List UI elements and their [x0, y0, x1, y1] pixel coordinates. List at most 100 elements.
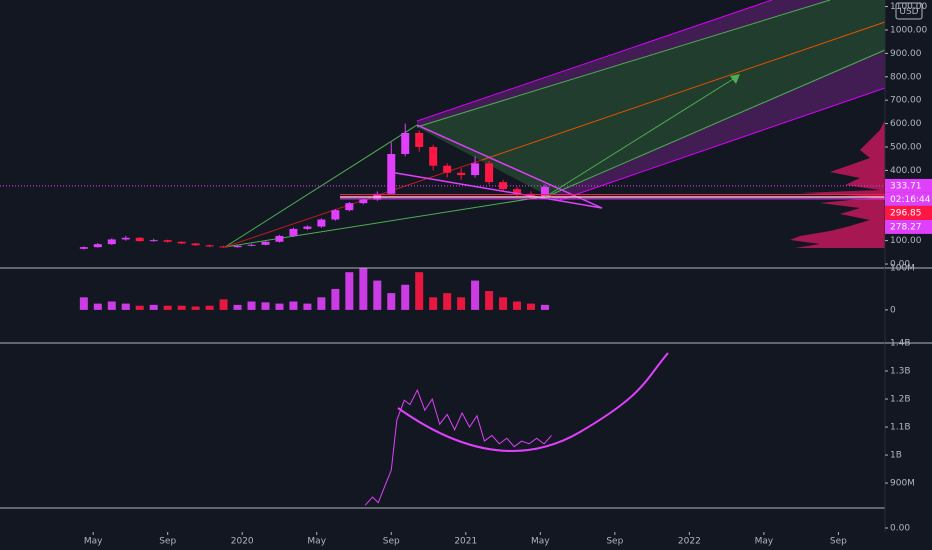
pitchfork-handle: [224, 195, 549, 248]
x-tick-label: May: [307, 537, 326, 547]
candle-body: [233, 245, 242, 248]
volume-bar: [513, 301, 522, 310]
y-tick-label: 400.00: [890, 166, 922, 176]
volume-bar: [429, 297, 438, 310]
target-arrow: [544, 75, 739, 198]
y-tick-label: 500.00: [890, 142, 922, 152]
volume-bar: [401, 284, 410, 310]
pitchfork-line: [547, 49, 886, 197]
level-label: 296.85: [890, 208, 922, 218]
candle-body: [135, 237, 144, 242]
candle-body: [485, 163, 494, 183]
x-tick-label: Sep: [159, 537, 176, 547]
pitchfork-line: [559, 87, 886, 201]
indicator-line: [364, 388, 552, 506]
y-tick-label: 700.00: [890, 96, 922, 106]
volume-bar: [275, 303, 284, 310]
candle-body: [79, 247, 88, 249]
y-tick-label: 0.00: [890, 524, 910, 534]
level-label: 278.27: [890, 222, 922, 232]
pitchfork: [224, 0, 886, 248]
x-tick-label: Sep: [830, 537, 847, 547]
y-tick-label: 900M: [890, 479, 915, 489]
marks: [79, 123, 552, 506]
volume-bar: [135, 305, 144, 310]
level-box: [885, 205, 932, 220]
volume-bar: [79, 297, 88, 310]
candle-body: [317, 219, 326, 227]
pitchfork-handle: [224, 159, 483, 248]
y-tick-label: 100.00: [890, 236, 922, 246]
pitchfork-median: [481, 21, 886, 161]
candle-body: [471, 163, 480, 176]
volume-bar: [205, 305, 214, 310]
candle-body: [429, 146, 438, 166]
y-tick-label: 0.00: [890, 260, 910, 270]
volume-bar: [359, 268, 368, 310]
currency-box[interactable]: [895, 2, 923, 20]
candle-body: [107, 239, 116, 245]
y-tick-label: 600.00: [890, 119, 922, 129]
y-tick-label: 900.00: [890, 49, 922, 59]
candle-body: [219, 246, 228, 248]
pitchfork-line: [416, 0, 773, 122]
volume-bar: [499, 297, 508, 310]
candle-body: [359, 199, 368, 204]
volume-bar: [233, 304, 242, 310]
y-tick-label: 1.3B: [890, 367, 911, 377]
candle-body: [163, 240, 172, 242]
x-tick-label: 2021: [454, 537, 477, 547]
y-tick-label: 100M: [890, 264, 915, 274]
volume-bar: [331, 288, 340, 310]
triangle-line: [389, 171, 603, 209]
x-tick-label: May: [84, 537, 103, 547]
candle-body: [387, 154, 396, 194]
candle-body: [149, 240, 158, 242]
y-tick-label: 1B: [890, 451, 902, 461]
y-tick-label: 1000.00: [890, 25, 927, 35]
x-tick-label: 2020: [231, 537, 254, 547]
candle-body: [93, 244, 102, 248]
y-tick-label: 1.1B: [890, 423, 911, 433]
last-price-box: [885, 178, 932, 193]
pitchfork-band: [548, 50, 885, 200]
candle-body: [303, 226, 312, 229]
volume-bar: [177, 305, 186, 310]
candle-body: [289, 228, 298, 236]
volume-bar: [387, 293, 396, 310]
candle-body: [331, 210, 340, 220]
volume-bar: [457, 297, 466, 310]
volume-bar: [345, 272, 354, 310]
candle-body: [177, 241, 186, 244]
volume-bar: [149, 304, 158, 310]
arrow-head: [730, 74, 740, 84]
x-tick-label: May: [755, 537, 774, 547]
y-tick-label: 0: [890, 305, 896, 315]
currency: USD: [899, 7, 918, 17]
candle-body: [191, 243, 200, 246]
volume-bar: [540, 304, 549, 310]
volume-bar: [471, 280, 480, 310]
candle-body: [443, 165, 452, 173]
x-tick-label: Sep: [606, 537, 623, 547]
level-box: [885, 219, 932, 234]
volume-profile: [790, 120, 885, 248]
y-tick-label: 1100.00: [890, 2, 927, 12]
candle-body: [457, 172, 466, 176]
candle-body: [247, 244, 256, 246]
cup-curve: [397, 352, 669, 452]
candle-body: [261, 241, 270, 245]
volume-bar: [219, 299, 228, 310]
volume-bar: [373, 280, 382, 310]
volume-bar: [317, 297, 326, 310]
volume-bar: [93, 303, 102, 310]
last-price-label: 333.71: [890, 181, 922, 191]
x-tick-label: 2022: [678, 537, 701, 547]
candle-body: [121, 237, 130, 240]
candle-body: [499, 182, 508, 190]
pitchfork-line: [416, 0, 831, 128]
volume-bar: [107, 301, 116, 310]
volume-bar: [415, 272, 424, 310]
